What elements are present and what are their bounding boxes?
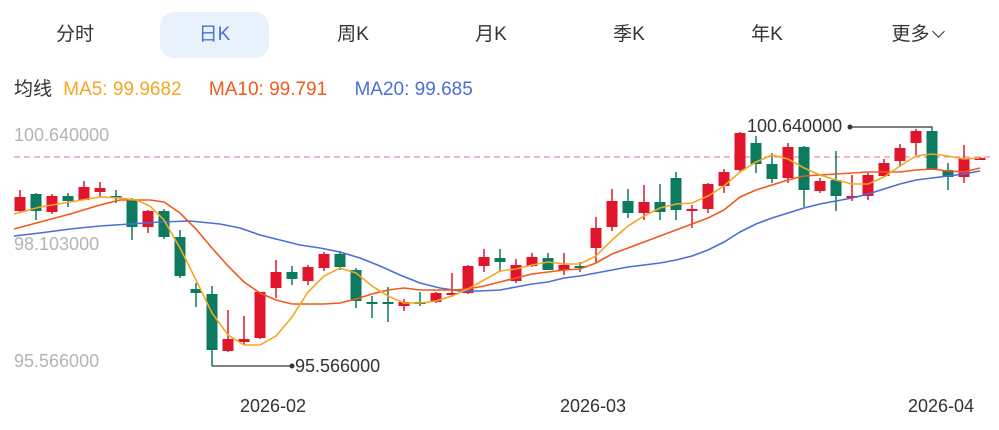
x-axis-label-mar: 2026-03 xyxy=(560,396,627,416)
candle-up[interactable] xyxy=(590,228,602,248)
tab-label: 日K xyxy=(198,24,231,45)
candle-down[interactable] xyxy=(542,258,554,270)
candle-up[interactable] xyxy=(862,175,874,196)
candle-up[interactable] xyxy=(238,339,250,342)
ma-legend: 均线 MA5: 99.9682 MA10: 99.791 MA20: 99.68… xyxy=(14,74,495,101)
candle-up[interactable] xyxy=(318,254,330,268)
tab-more[interactable]: 更多 xyxy=(872,12,962,58)
candle-up[interactable] xyxy=(734,133,746,170)
candle-up[interactable] xyxy=(526,257,538,266)
tab-label: 更多 xyxy=(891,24,930,45)
candle-up[interactable] xyxy=(910,131,922,143)
candle-up[interactable] xyxy=(254,292,266,338)
max-annotation: 100.640000 xyxy=(747,116,843,136)
ma20-line xyxy=(13,170,981,292)
candle-up[interactable] xyxy=(974,158,986,160)
candle-up[interactable] xyxy=(782,147,794,178)
candle-up[interactable] xyxy=(270,272,282,288)
candle-down[interactable] xyxy=(286,272,298,279)
candle-down[interactable] xyxy=(350,270,362,301)
tab-label: 分时 xyxy=(55,24,94,45)
tab-label: 年K xyxy=(751,24,783,45)
tab-label: 月K xyxy=(475,24,507,45)
candle-up[interactable] xyxy=(686,209,698,211)
candle-up[interactable] xyxy=(510,265,522,281)
x-axis-label-feb: 2026-02 xyxy=(240,396,307,416)
candle-up[interactable] xyxy=(814,181,826,191)
candle-up[interactable] xyxy=(78,187,90,200)
candle-down[interactable] xyxy=(30,194,42,211)
candle-down[interactable] xyxy=(830,180,842,196)
min-annotation: 95.566000 xyxy=(295,356,381,376)
candle-up[interactable] xyxy=(14,197,26,211)
candle-up[interactable] xyxy=(446,293,458,295)
candle-up[interactable] xyxy=(718,172,730,186)
candle-down[interactable] xyxy=(190,289,202,293)
candle-up[interactable] xyxy=(558,265,570,270)
candle-up[interactable] xyxy=(94,188,106,192)
candle-up[interactable] xyxy=(302,267,314,281)
candle-down[interactable] xyxy=(206,294,218,350)
candle-down[interactable] xyxy=(382,302,394,304)
candle-down[interactable] xyxy=(622,201,634,213)
ma20-value: MA20: 99.685 xyxy=(354,79,473,100)
candle-down[interactable] xyxy=(670,178,682,210)
y-axis-label-mid: 98.103000 xyxy=(14,234,100,254)
candle-up[interactable] xyxy=(430,293,442,302)
tab-label: 季K xyxy=(613,24,645,45)
candle-up[interactable] xyxy=(478,257,490,266)
candle-down[interactable] xyxy=(654,202,666,212)
tab-quarterly-k[interactable]: 季K xyxy=(584,12,674,58)
candle-down[interactable] xyxy=(334,254,346,267)
tab-yearly-k[interactable]: 年K xyxy=(722,12,812,58)
candle-up[interactable] xyxy=(142,211,154,227)
tab-label: 周K xyxy=(337,24,369,45)
ma5-value: MA5: 99.9682 xyxy=(63,79,182,100)
candle-down[interactable] xyxy=(942,170,954,177)
tab-daily-k[interactable]: 日K xyxy=(160,12,269,58)
candle-up[interactable] xyxy=(846,196,858,198)
ma10-line xyxy=(13,167,981,305)
x-axis-label-apr: 2026-04 xyxy=(908,396,975,416)
candle-up[interactable] xyxy=(222,339,234,351)
candle-up[interactable] xyxy=(46,196,58,212)
candle-up[interactable] xyxy=(606,201,618,227)
min-marker-dot xyxy=(289,363,295,369)
candle-down[interactable] xyxy=(766,164,778,179)
candle-down[interactable] xyxy=(158,211,170,237)
candle-up[interactable] xyxy=(638,202,650,213)
tab-weekly-k[interactable]: 周K xyxy=(308,12,398,58)
y-axis-label-min: 95.566000 xyxy=(14,351,100,371)
ma-legend-title: 均线 xyxy=(14,79,53,100)
candle-up[interactable] xyxy=(462,266,474,293)
candle-up[interactable] xyxy=(958,159,970,177)
max-marker-line xyxy=(850,126,933,130)
y-axis-label-max: 100.640000 xyxy=(14,125,110,145)
candle-down[interactable] xyxy=(574,266,586,268)
candle-down[interactable] xyxy=(750,143,762,164)
candles xyxy=(14,129,986,366)
tab-intraday[interactable]: 分时 xyxy=(30,12,120,58)
period-tabs: 分时 日K 周K 月K 季K 年K 更多 xyxy=(0,12,999,60)
candle-up[interactable] xyxy=(894,148,906,161)
candle-up[interactable] xyxy=(398,302,410,306)
candle-down[interactable] xyxy=(174,237,186,276)
candle-down[interactable] xyxy=(126,200,138,227)
tab-monthly-k[interactable]: 月K xyxy=(446,12,536,58)
candle-down[interactable] xyxy=(366,302,378,304)
candle-down[interactable] xyxy=(926,131,938,170)
candle-up[interactable] xyxy=(878,163,890,176)
max-marker-dot xyxy=(847,124,853,130)
ma10-value: MA10: 99.791 xyxy=(208,79,328,100)
candle-down[interactable] xyxy=(62,196,74,201)
candle-down[interactable] xyxy=(494,258,506,262)
ma5-line xyxy=(13,153,981,346)
